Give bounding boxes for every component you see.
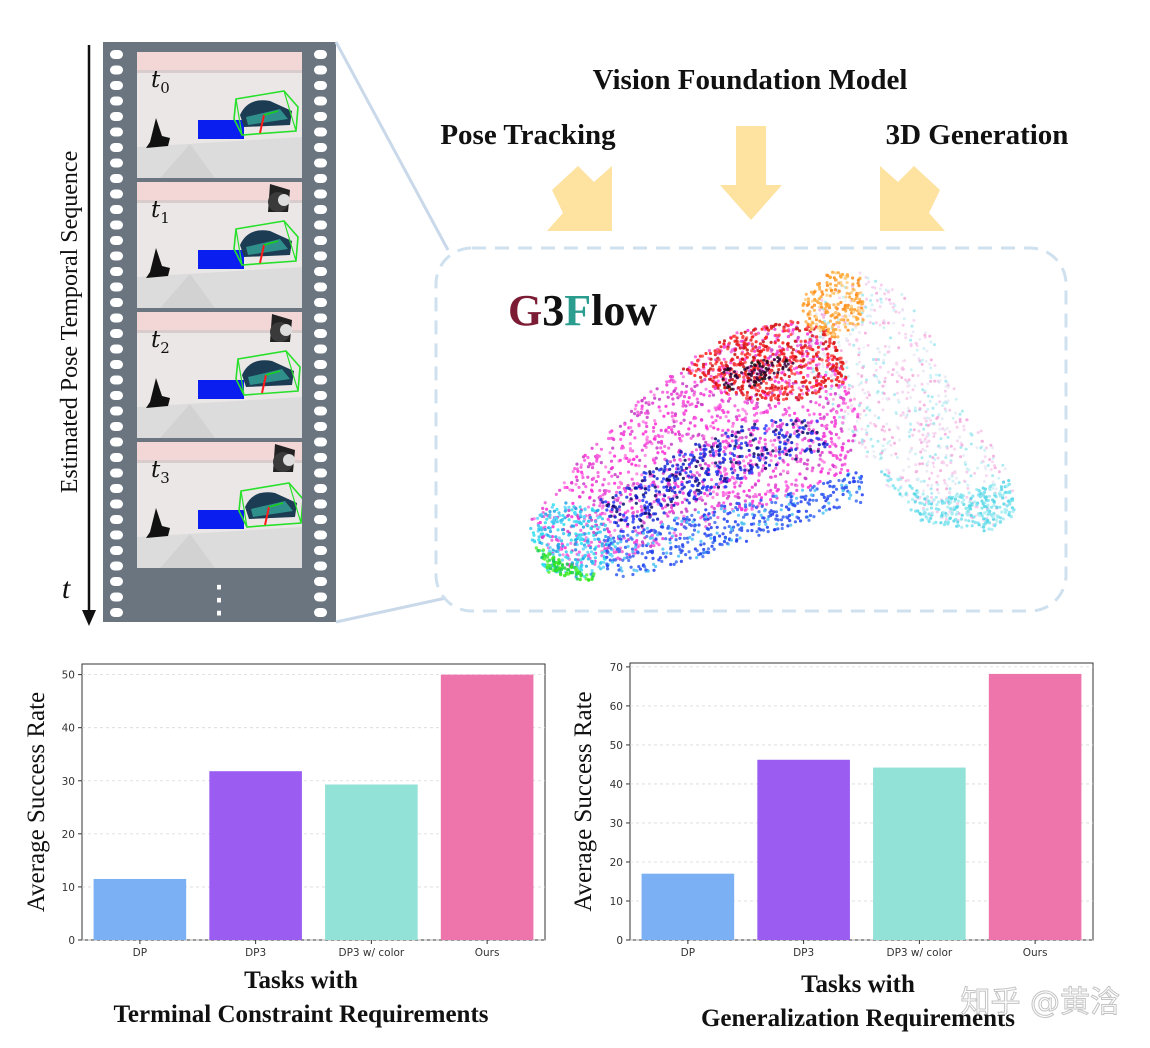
- zoom-lines: [334, 41, 450, 624]
- frame-time-subscript: 1: [160, 209, 170, 227]
- x-tick-label: DP3 w/ color: [338, 947, 404, 959]
- frame-time-label: t0: [151, 67, 170, 97]
- timeline-axis-label: Estimated Pose Temporal Sequence: [57, 151, 83, 493]
- logo-g: G: [508, 286, 542, 335]
- bar: [440, 674, 534, 940]
- y-tick-label: 40: [610, 779, 623, 791]
- arrow-down-icon: [82, 610, 96, 626]
- target-pad: [198, 250, 244, 269]
- bar: [325, 784, 418, 940]
- y-axis-label: Average Success Rate: [570, 691, 597, 911]
- frame-time-subscript: 0: [160, 79, 170, 97]
- chart-generalization: 0 10 20 30 40 50 60 70 DP DP3 DP3 w/ color Ours Aver…: [570, 662, 1094, 1032]
- x-tick-label: DP3: [793, 947, 814, 959]
- pose-tracking-label: Pose Tracking: [440, 119, 616, 151]
- vision-foundation-model-title: Vision Foundation Model: [593, 64, 908, 96]
- time-symbol: t: [62, 572, 71, 605]
- y-tick-label: 10: [610, 896, 623, 908]
- 3d-generation-label: 3D Generation: [886, 119, 1069, 151]
- bar: [209, 771, 302, 940]
- bar: [93, 878, 187, 940]
- y-tick-label: 0: [68, 935, 75, 947]
- x-tick-label: Ours: [1023, 947, 1048, 959]
- film-frame: t1: [137, 182, 302, 308]
- y-tick-label: 30: [610, 818, 623, 830]
- bar: [641, 873, 735, 940]
- arrow-foundation-model-icon: [720, 126, 782, 220]
- film-frame: t2: [137, 312, 302, 438]
- y-tick-label: 0: [616, 935, 623, 947]
- g3flow-logo: G3Flow: [508, 286, 657, 335]
- x-axis-label-line: Tasks with: [244, 967, 358, 994]
- target-pad: [198, 120, 244, 139]
- frame-time-symbol: t: [151, 457, 161, 483]
- bar: [988, 673, 1082, 940]
- logo-3: 3: [542, 286, 564, 335]
- y-tick-label: 50: [62, 670, 75, 682]
- bar: [757, 759, 850, 940]
- film-frame: t0: [137, 52, 302, 178]
- watermark: 知乎 @黄浛: [960, 985, 1120, 1020]
- x-axis-label-line: Tasks with: [801, 971, 915, 998]
- frame-time-symbol: t: [151, 67, 161, 93]
- input-arrows: [547, 126, 945, 231]
- film-perforations-left: [110, 50, 123, 617]
- y-tick-label: 20: [62, 829, 75, 841]
- frame-time-symbol: t: [151, 197, 161, 223]
- x-tick-label: DP3: [245, 947, 266, 959]
- arrow-pose-tracking-icon: [547, 166, 612, 231]
- frame-time-subscript: 2: [160, 339, 170, 357]
- y-tick-label: 10: [62, 882, 75, 894]
- x-axis-label-line: Terminal Constraint Requirements: [114, 1001, 489, 1028]
- film-frame: t3: [137, 442, 302, 568]
- y-tick-label: 70: [610, 662, 623, 674]
- arrow-3d-generation-icon: [880, 166, 945, 231]
- bar: [873, 767, 966, 940]
- logo-low: low: [591, 286, 657, 335]
- chart-terminal-constraint: 0 10 20 30 40 50 DP DP3 DP3 w/ color Ours Average …: [23, 663, 546, 1028]
- y-tick-label: 40: [62, 723, 75, 735]
- timeline-axis: Estimated Pose Temporal Sequence t: [57, 45, 96, 626]
- x-tick-label: DP3 w/ color: [886, 947, 952, 959]
- x-axis-label-line: Generalization Requirements: [701, 1005, 1015, 1032]
- logo-f: F: [564, 286, 591, 335]
- frame-time-label: t1: [151, 197, 170, 227]
- target-pad: [198, 510, 244, 529]
- y-tick-label: 30: [62, 776, 75, 788]
- frame-time-label: t3: [151, 457, 170, 487]
- frame-time-subscript: 3: [160, 469, 170, 487]
- g3flow-panel: [434, 246, 1068, 613]
- frame-time-label: t2: [151, 327, 170, 357]
- film-perforations-right: [314, 50, 327, 617]
- frame-ellipsis: ⋮: [200, 577, 238, 621]
- y-tick-label: 60: [610, 701, 623, 713]
- shoe-point-cloud: [529, 270, 1016, 582]
- y-tick-label: 20: [610, 857, 623, 869]
- target-pad: [198, 380, 244, 399]
- x-tick-label: DP: [133, 947, 147, 959]
- x-tick-label: Ours: [475, 947, 500, 959]
- frame-time-symbol: t: [151, 327, 161, 353]
- x-tick-label: DP: [681, 947, 695, 959]
- y-tick-label: 50: [610, 740, 623, 752]
- y-axis-label: Average Success Rate: [23, 692, 50, 912]
